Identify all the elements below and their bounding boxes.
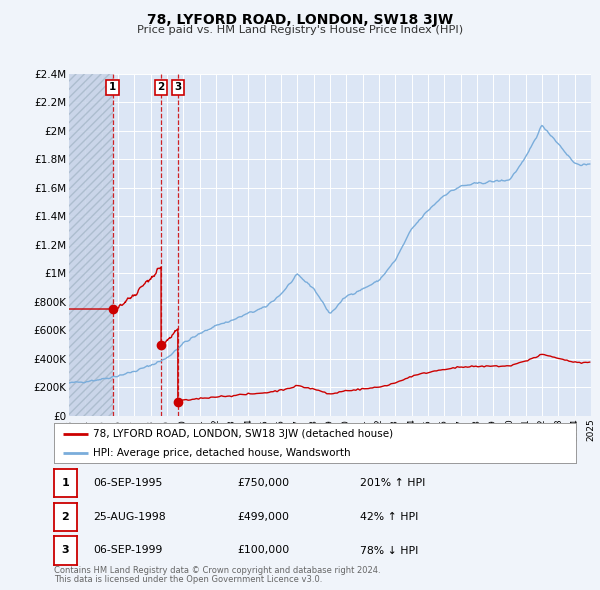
Text: This data is licensed under the Open Government Licence v3.0.: This data is licensed under the Open Gov…	[54, 575, 322, 584]
Text: Price paid vs. HM Land Registry's House Price Index (HPI): Price paid vs. HM Land Registry's House …	[137, 25, 463, 35]
Text: 1: 1	[109, 82, 116, 92]
Text: 42% ↑ HPI: 42% ↑ HPI	[360, 512, 418, 522]
Text: 2: 2	[62, 512, 69, 522]
Text: 201% ↑ HPI: 201% ↑ HPI	[360, 478, 425, 488]
Text: 78, LYFORD ROAD, LONDON, SW18 3JW (detached house): 78, LYFORD ROAD, LONDON, SW18 3JW (detac…	[93, 430, 393, 440]
Text: Contains HM Land Registry data © Crown copyright and database right 2024.: Contains HM Land Registry data © Crown c…	[54, 566, 380, 575]
Text: 3: 3	[174, 82, 181, 92]
Text: £499,000: £499,000	[237, 512, 289, 522]
Text: 78% ↓ HPI: 78% ↓ HPI	[360, 546, 418, 555]
Text: 06-SEP-1999: 06-SEP-1999	[93, 546, 163, 555]
Text: 1: 1	[62, 478, 69, 488]
Text: £750,000: £750,000	[237, 478, 289, 488]
Text: 06-SEP-1995: 06-SEP-1995	[93, 478, 163, 488]
Text: £100,000: £100,000	[237, 546, 289, 555]
Text: 25-AUG-1998: 25-AUG-1998	[93, 512, 166, 522]
Text: 2: 2	[157, 82, 164, 92]
Text: 3: 3	[62, 546, 69, 555]
Text: HPI: Average price, detached house, Wandsworth: HPI: Average price, detached house, Wand…	[93, 448, 351, 458]
Text: 78, LYFORD ROAD, LONDON, SW18 3JW: 78, LYFORD ROAD, LONDON, SW18 3JW	[147, 13, 453, 27]
